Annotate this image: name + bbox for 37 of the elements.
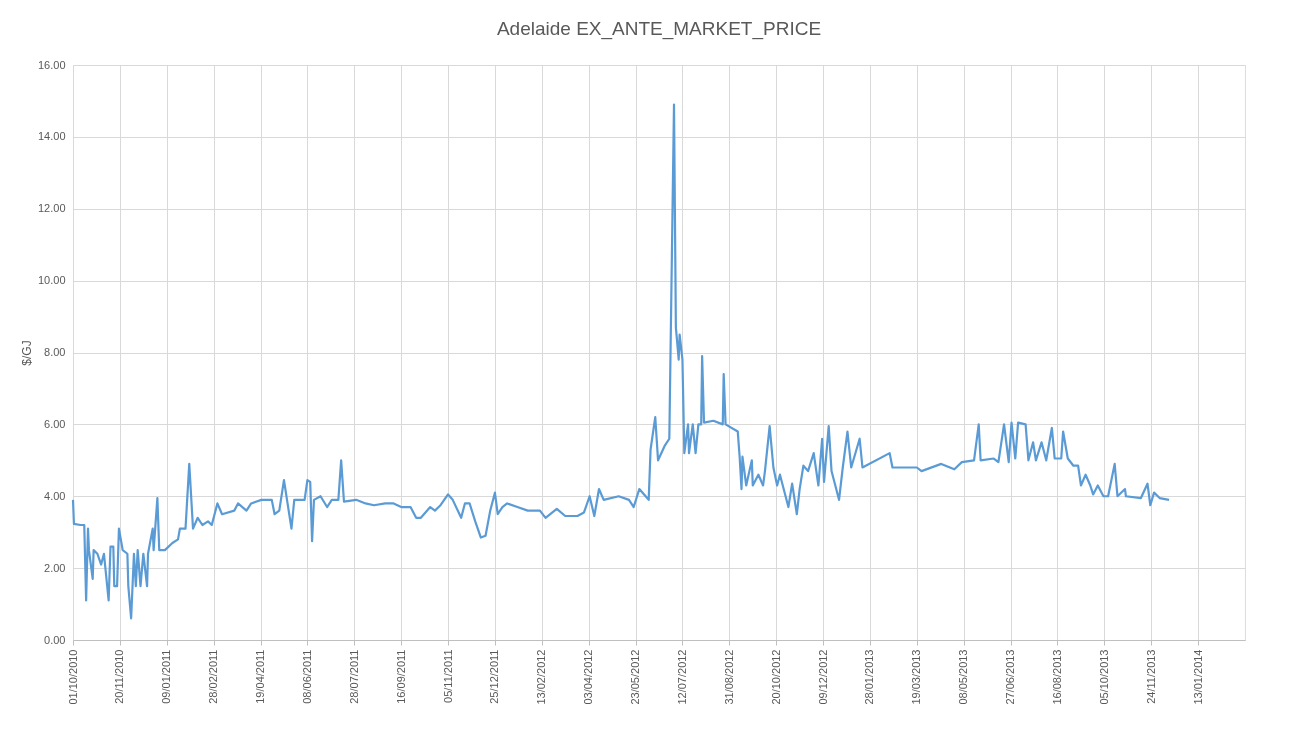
x-tick-label: 16/09/2011 — [394, 649, 407, 704]
x-tick-label: 12/07/2012 — [675, 649, 688, 705]
x-tick-label: 09/01/2011 — [160, 649, 173, 704]
x-tick-label: 28/07/2011 — [347, 649, 360, 704]
y-tick-label: 10.00 — [37, 274, 66, 287]
y-axis-title: $/GJ — [19, 340, 34, 366]
x-tick-label: 20/11/2010 — [113, 649, 126, 704]
x-tick-label: 31/08/2012 — [722, 649, 735, 705]
y-tick-label: 4.00 — [44, 489, 66, 502]
x-tick-label: 27/06/2013 — [1004, 649, 1017, 705]
x-tick-label: 23/05/2012 — [629, 649, 642, 705]
x-tick-label: 03/04/2012 — [582, 649, 595, 705]
x-tick-label: 08/06/2011 — [300, 649, 313, 704]
x-tick-label: 13/02/2012 — [535, 649, 548, 705]
x-tick-label: 16/08/2013 — [1050, 649, 1063, 705]
y-tick-label: 14.00 — [37, 130, 66, 143]
y-tick-label: 6.00 — [44, 417, 66, 430]
chart-title: Adelaide EX_ANTE_MARKET_PRICE — [496, 18, 822, 40]
x-tick-label: 19/04/2011 — [254, 649, 267, 704]
x-tick-label: 28/01/2013 — [863, 649, 876, 705]
x-tick-label: 13/01/2014 — [1191, 649, 1204, 705]
x-tick-label: 01/10/2010 — [66, 649, 79, 705]
y-tick-label: 2.00 — [44, 561, 66, 574]
line-series — [71, 103, 1171, 620]
x-tick-label: 05/11/2011 — [441, 649, 454, 703]
x-tick-label: 28/02/2011 — [207, 649, 220, 704]
x-tick-label: 20/10/2012 — [769, 649, 782, 705]
y-tick-label: 0.00 — [44, 633, 66, 646]
x-tick-label: 19/03/2013 — [910, 649, 923, 705]
x-tick-label: 25/12/2011 — [488, 649, 501, 704]
y-tick-label: 16.00 — [37, 58, 66, 71]
x-tick-label: 09/12/2012 — [816, 649, 829, 705]
x-tick-label: 24/11/2013 — [1144, 649, 1157, 704]
y-tick-label: 12.00 — [37, 202, 66, 215]
x-tick-label: 08/05/2013 — [957, 649, 970, 705]
x-tick-label: 05/10/2013 — [1097, 649, 1110, 705]
y-tick-label: 8.00 — [44, 346, 66, 358]
